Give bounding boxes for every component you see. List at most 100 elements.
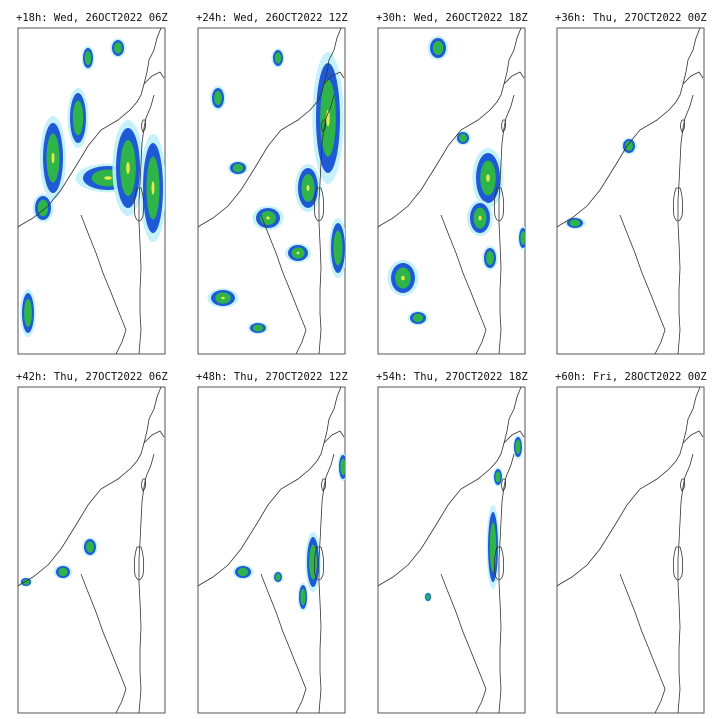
map-frame bbox=[556, 386, 705, 714]
precip-heavy bbox=[274, 52, 282, 64]
map-outline bbox=[682, 71, 704, 85]
precip-intense bbox=[221, 296, 225, 300]
precip-heavy bbox=[37, 199, 49, 217]
precip-heavy bbox=[426, 594, 430, 600]
precip-intense bbox=[104, 176, 112, 180]
precip-heavy bbox=[22, 579, 30, 585]
map-content bbox=[557, 387, 704, 713]
map-outline bbox=[682, 430, 704, 444]
precip-intense bbox=[478, 215, 482, 221]
map-outline bbox=[198, 387, 342, 587]
map-outline bbox=[378, 28, 522, 228]
panel-title: +42h: Thu, 27OCT2022 06Z bbox=[16, 371, 168, 383]
map-outline bbox=[503, 71, 525, 85]
precip-heavy bbox=[333, 230, 343, 266]
map-outline bbox=[141, 478, 147, 492]
forecast-panel: +42h: Thu, 27OCT2022 06Z bbox=[16, 371, 168, 714]
map-outline bbox=[80, 573, 127, 713]
map-outline bbox=[680, 478, 686, 492]
precip-intense bbox=[51, 152, 55, 164]
panel-title: +60h: Fri, 28OCT2022 00Z bbox=[555, 371, 707, 383]
map-outline bbox=[323, 71, 345, 85]
map-outline bbox=[321, 478, 327, 492]
map-outline bbox=[672, 546, 684, 581]
forecast-panel: +36h: Thu, 27OCT2022 00Z bbox=[555, 12, 707, 355]
precip-intense bbox=[126, 162, 130, 174]
forecast-panel: +54h: Thu, 27OCT2022 18Z bbox=[376, 371, 528, 714]
precip-intense bbox=[306, 185, 310, 191]
precip-heavy bbox=[515, 440, 521, 454]
precip-intense bbox=[326, 109, 330, 127]
panel-title: +36h: Thu, 27OCT2022 00Z bbox=[555, 12, 707, 24]
panel-title: +54h: Thu, 27OCT2022 18Z bbox=[376, 371, 528, 383]
precip-heavy bbox=[232, 163, 244, 173]
map-content bbox=[18, 28, 165, 354]
precip-heavy bbox=[58, 567, 68, 577]
precip-intense bbox=[401, 275, 405, 281]
map-outline bbox=[18, 387, 162, 587]
map-outline bbox=[493, 187, 505, 222]
map-outline bbox=[260, 573, 307, 713]
map-outline bbox=[313, 187, 325, 222]
precip-heavy bbox=[86, 541, 94, 553]
precip-heavy bbox=[489, 522, 497, 572]
map-outline bbox=[143, 430, 165, 444]
forecast-panel: +30h: Wed, 26OCT2022 18Z bbox=[376, 12, 528, 355]
map-frame bbox=[377, 386, 526, 714]
precip-heavy bbox=[625, 141, 633, 151]
map-outline bbox=[313, 546, 325, 581]
precip-heavy bbox=[214, 91, 222, 105]
map-content bbox=[557, 28, 704, 354]
map-outline bbox=[501, 478, 507, 492]
precip-heavy bbox=[24, 299, 32, 327]
map-outline bbox=[680, 119, 686, 133]
map-outline bbox=[503, 430, 525, 444]
precip-heavy bbox=[569, 219, 581, 227]
map-outline bbox=[619, 573, 666, 713]
forecast-panel: +18h: Wed, 26OCT2022 06Z bbox=[16, 12, 168, 355]
map-outline bbox=[260, 214, 307, 354]
forecast-panel: +60h: Fri, 28OCT2022 00Z bbox=[555, 371, 707, 714]
map-outline bbox=[557, 387, 701, 587]
precip-heavy bbox=[84, 51, 92, 65]
forecast-panel: +48h: Thu, 27OCT2022 12Z bbox=[196, 371, 348, 714]
precip-heavy bbox=[275, 573, 281, 581]
precip-intense bbox=[151, 181, 155, 195]
map-outline bbox=[619, 214, 666, 354]
map-content bbox=[378, 387, 525, 713]
precip-heavy bbox=[412, 313, 424, 323]
panel-title: +30h: Wed, 26OCT2022 18Z bbox=[376, 12, 528, 24]
precip-heavy bbox=[340, 458, 345, 476]
precip-heavy bbox=[114, 42, 122, 54]
precip-heavy bbox=[252, 324, 264, 332]
forecast-panel: +24h: Wed, 26OCT2022 12Z bbox=[196, 12, 348, 355]
map-content bbox=[378, 28, 525, 354]
map-outline bbox=[557, 28, 701, 228]
map-outline bbox=[378, 387, 522, 587]
map-frame bbox=[377, 27, 526, 355]
map-content bbox=[198, 387, 345, 713]
map-outline bbox=[440, 214, 487, 354]
map-outline bbox=[493, 546, 505, 581]
precip-heavy bbox=[432, 41, 444, 55]
panel-title: +24h: Wed, 26OCT2022 12Z bbox=[196, 12, 348, 24]
map-outline bbox=[672, 187, 684, 222]
panel-title: +18h: Wed, 26OCT2022 06Z bbox=[16, 12, 168, 24]
map-outline bbox=[80, 214, 127, 354]
map-content bbox=[198, 28, 345, 354]
map-frame bbox=[197, 386, 346, 714]
precip-heavy bbox=[486, 251, 494, 265]
map-outline bbox=[321, 119, 327, 133]
panel-title: +48h: Thu, 27OCT2022 12Z bbox=[196, 371, 348, 383]
map-outline bbox=[133, 546, 145, 581]
map-content bbox=[18, 387, 165, 713]
map-outline bbox=[323, 430, 345, 444]
precip-heavy bbox=[300, 588, 306, 606]
precip-heavy bbox=[72, 100, 84, 136]
map-outline bbox=[141, 119, 147, 133]
precip-heavy bbox=[520, 231, 525, 245]
precip-intense bbox=[296, 251, 300, 255]
precip-intense bbox=[486, 174, 490, 182]
map-outline bbox=[440, 573, 487, 713]
